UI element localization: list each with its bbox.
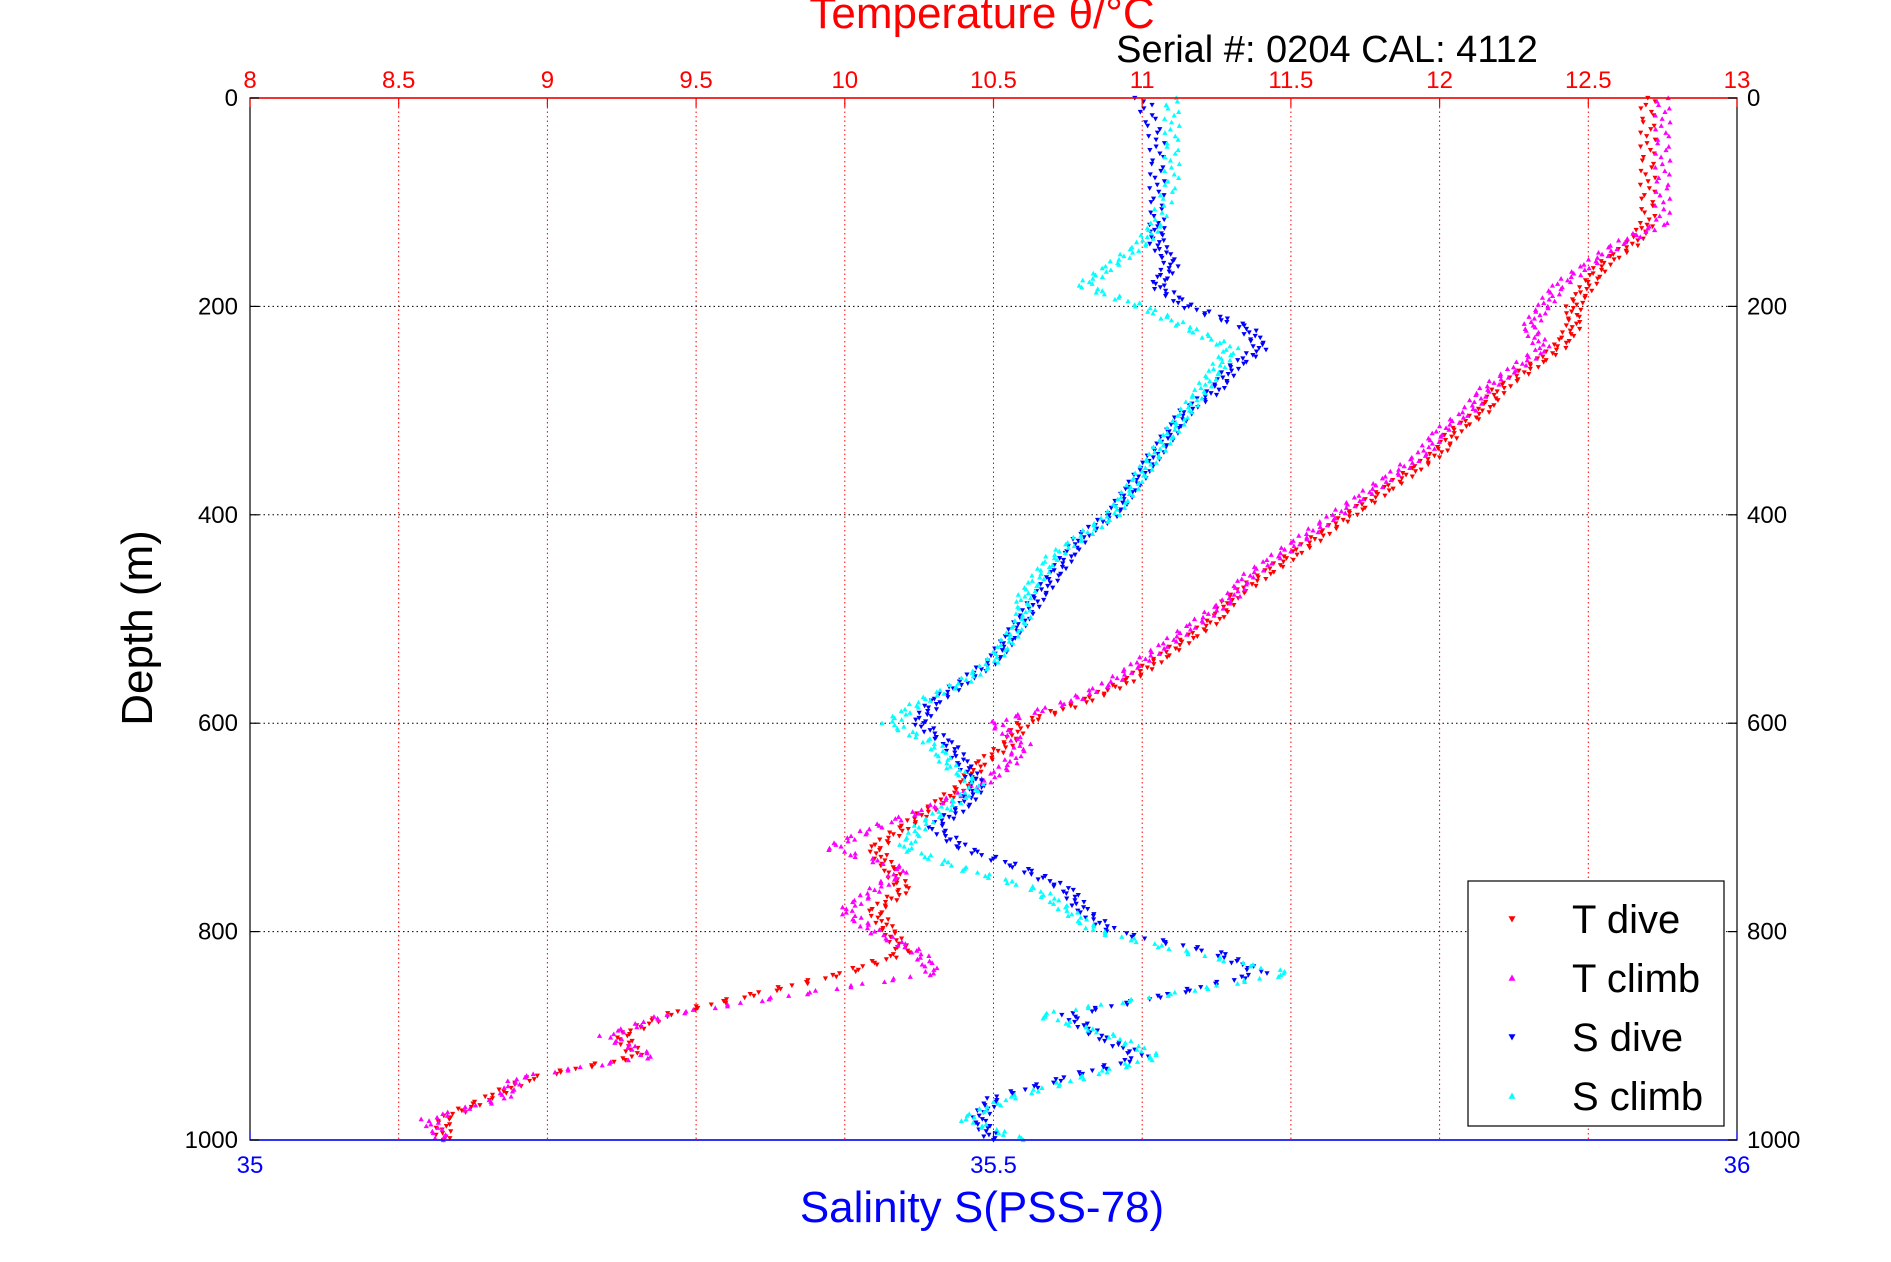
top-axis-tick-label: 8.5 — [382, 67, 415, 94]
legend-label: S climb — [1572, 1075, 1703, 1119]
top-axis-tick-label: 12 — [1426, 67, 1453, 94]
y-axis-tick-label-right: 800 — [1747, 919, 1787, 946]
top-axis-tick-label: 13 — [1724, 67, 1751, 94]
legend-marker — [1508, 974, 1516, 981]
top-axis-tick-label: 11 — [1130, 67, 1155, 94]
top-axis-tick-label: 11.5 — [1268, 67, 1313, 94]
x-axis-title: Salinity S(PSS-78) — [800, 1183, 1164, 1232]
legend-marker — [1508, 1092, 1516, 1099]
top-axis-tick-label: 10 — [831, 67, 858, 94]
bottom-axis-tick-label: 35.5 — [970, 1152, 1017, 1179]
top-axis-tick-label: 10.5 — [970, 67, 1017, 94]
top-axis-tick-label: 9.5 — [679, 67, 712, 94]
top-axis-tick-label: 9 — [541, 67, 554, 94]
chart-subtitle: Serial #: 0204 CAL: 4112 — [1116, 29, 1538, 71]
legend-marker — [1508, 1034, 1516, 1041]
legend-label: T climb — [1572, 957, 1700, 1001]
legend-box — [1467, 880, 1725, 1127]
y-axis-tick-label-right: 0 — [1747, 85, 1760, 112]
legend: T dive T climb S dive S climb — [1467, 880, 1725, 1127]
legend-marker — [1508, 916, 1516, 923]
y-axis-tick-label-left: 1000 — [185, 1127, 238, 1154]
y-axis-tick-label-right: 600 — [1747, 710, 1787, 737]
y-axis-tick-label-right: 1000 — [1747, 1127, 1800, 1154]
legend-label: T dive — [1572, 898, 1680, 942]
bottom-axis-tick-label: 35 — [237, 1152, 264, 1179]
y-axis-title: Depth (m) — [113, 530, 162, 726]
y-axis-tick-label-left: 200 — [198, 293, 238, 320]
y-axis-tick-label-left: 600 — [198, 710, 238, 737]
series-s-climb — [879, 95, 1288, 1143]
y-axis-tick-label-right: 200 — [1747, 293, 1787, 320]
legend-label: S dive — [1572, 1016, 1683, 1060]
chart-title: Temperature θ/°C — [809, 0, 1154, 38]
y-axis-tick-label-left: 800 — [198, 919, 238, 946]
axis-ticks: 8 8.5 9 9.5 10 10.5 11 11.5 12 12.5 13 35 35.5 36 0 0 20… — [185, 67, 1801, 1179]
y-axis-tick-label-left: 400 — [198, 502, 238, 529]
top-axis-tick-label: 8 — [243, 67, 256, 94]
bottom-axis-tick-label: 36 — [1724, 1152, 1751, 1179]
top-axis-tick-label: 12.5 — [1565, 67, 1612, 94]
y-axis-tick-label-left: 0 — [225, 85, 238, 112]
y-axis-tick-label-right: 400 — [1747, 502, 1787, 529]
data-point-markers — [879, 95, 1288, 1143]
